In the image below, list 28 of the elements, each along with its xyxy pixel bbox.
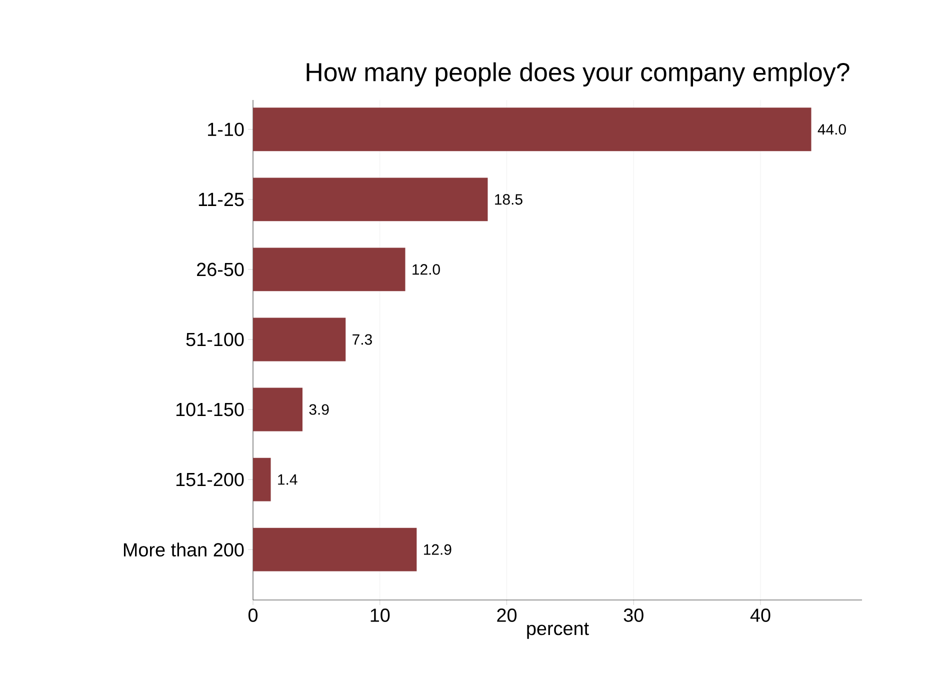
y-tick-label: More than 200	[124, 542, 244, 557]
x-axis-title: percent	[527, 622, 589, 639]
x-tick-label: 20	[497, 608, 517, 622]
data-label: 44.0	[818, 124, 846, 135]
y-tick-label: 1-10	[208, 122, 244, 136]
bar	[253, 458, 271, 502]
bar	[253, 388, 302, 432]
data-label: 3.9	[309, 404, 329, 415]
chart-title: How many people does your company employ?	[306, 62, 850, 86]
y-tick-label: 26-50	[197, 262, 244, 276]
bar	[253, 318, 346, 362]
bar	[253, 248, 406, 292]
bar	[253, 528, 417, 572]
x-tick-label: 10	[370, 608, 390, 622]
y-tick-label: 11-25	[198, 192, 244, 206]
bar	[253, 178, 488, 222]
y-tick-label: 151-200	[176, 472, 244, 486]
x-tick-label: 0	[248, 608, 258, 622]
bar	[253, 108, 812, 152]
data-label: 1.4	[278, 474, 298, 485]
data-label: 12.9	[424, 544, 452, 555]
y-tick-label: 51-100	[186, 332, 244, 346]
data-label: 18.5	[495, 194, 522, 205]
x-tick-label: 40	[750, 608, 770, 622]
data-label: 7.3	[352, 334, 372, 345]
x-tick-label: 30	[624, 608, 644, 622]
data-label: 12.0	[412, 264, 440, 275]
y-tick-label: 101-150	[176, 402, 244, 416]
